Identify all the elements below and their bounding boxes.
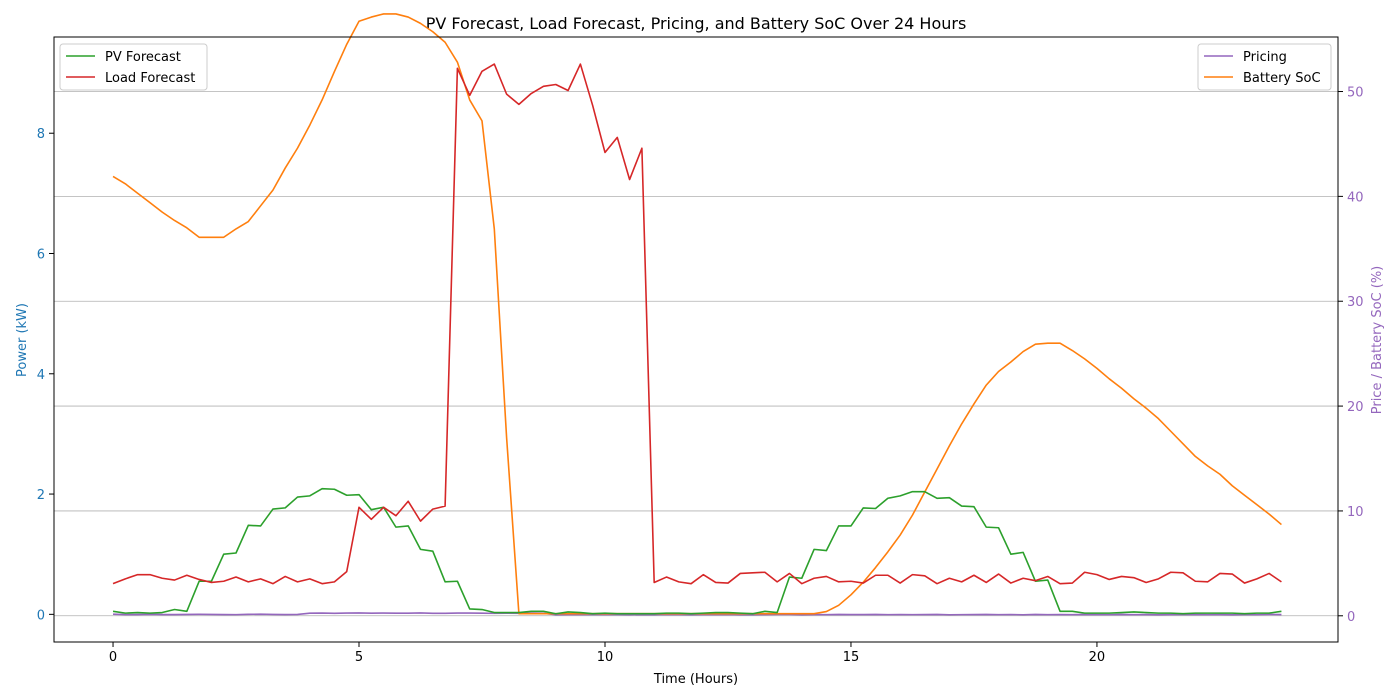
y-left-tick-label-6: 6: [37, 248, 45, 263]
series-line-pv-forecast: [112, 487, 1282, 615]
y-right-tick-label-50: 50: [1347, 86, 1364, 101]
legend-label-load: Load Forecast: [105, 71, 195, 86]
y-right-tick-label-0: 0: [1347, 610, 1355, 625]
series-line-pricing: [113, 612, 1282, 616]
y-right-tick-label-20: 20: [1347, 400, 1364, 415]
y-right-tick-label-40: 40: [1347, 190, 1364, 205]
x-tick-label-5: 5: [355, 650, 363, 665]
axes-layer: 0 5 10 15 20 0 2 4 6 8 0 10 20 30 40 50: [37, 86, 1364, 665]
y-left-tick-label-0: 0: [37, 608, 45, 623]
y-right-tick-label-10: 10: [1347, 505, 1364, 520]
series-line-load-forecast: [112, 63, 1282, 585]
y-left-tick-label-4: 4: [37, 368, 45, 383]
chart-title: PV Forecast, Load Forecast, Pricing, and…: [426, 14, 967, 33]
y-axis-left-title: Power (kW): [15, 303, 30, 377]
x-tick-label-10: 10: [597, 650, 614, 665]
legend-left-box: [59, 43, 208, 91]
series-layer: [112, 13, 1282, 616]
legend-right: Pricing Battery SoC: [1197, 43, 1332, 91]
x-tick-label-20: 20: [1089, 650, 1106, 665]
legend-label-pv: PV Forecast: [105, 50, 181, 65]
x-axis-title: Time (Hours): [653, 672, 738, 687]
x-tick-label-15: 15: [843, 650, 860, 665]
legend-left: PV Forecast Load Forecast: [59, 43, 208, 91]
legend-label-soc: Battery SoC: [1243, 71, 1321, 86]
y-left-tick-label-2: 2: [37, 488, 45, 503]
y-left-tick-label-8: 8: [37, 127, 45, 142]
y-axis-right-title: Price / Battery SoC (%): [1370, 266, 1385, 415]
legend-label-pricing: Pricing: [1243, 50, 1287, 65]
x-tick-label-0: 0: [109, 650, 117, 665]
y-right-tick-label-30: 30: [1347, 295, 1364, 310]
plot-frame: [53, 36, 1339, 643]
